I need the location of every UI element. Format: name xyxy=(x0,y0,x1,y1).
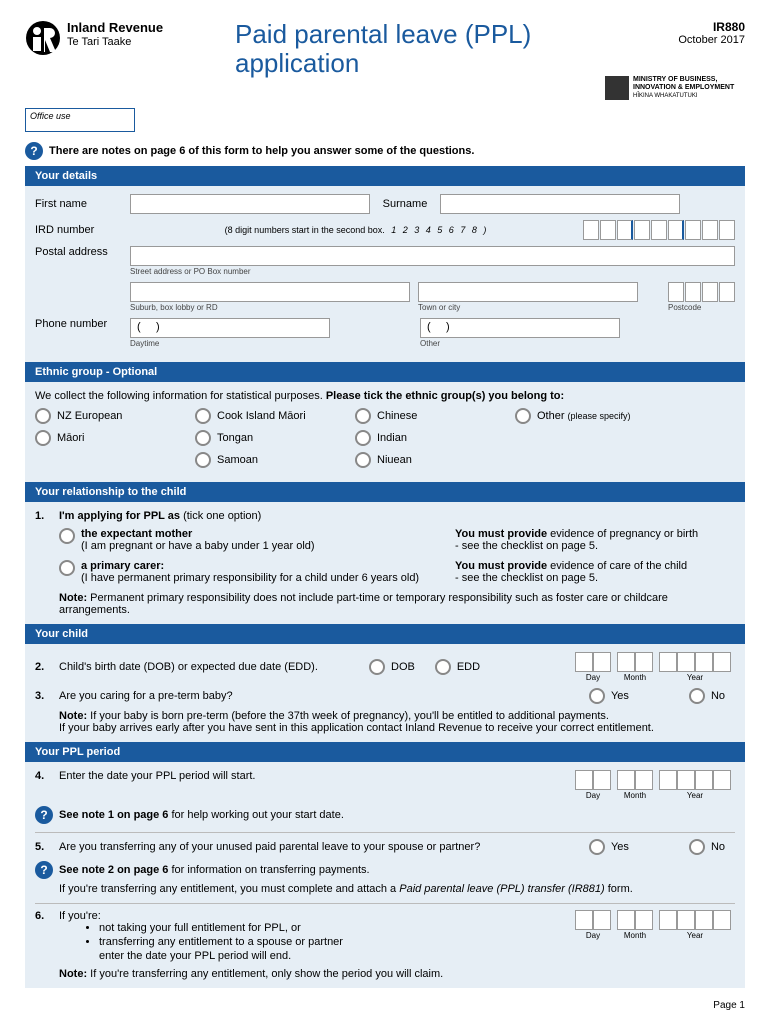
q4-date[interactable]: Day Month Year xyxy=(575,770,735,800)
q5-yes[interactable]: Yes xyxy=(589,839,629,855)
q3-yes[interactable]: Yes xyxy=(589,688,629,704)
postal-label: Postal address xyxy=(35,246,130,258)
radio-primary-carer[interactable] xyxy=(59,560,75,576)
radio-edd[interactable]: EDD xyxy=(435,659,480,675)
section-ethnic-header: Ethnic group - Optional xyxy=(25,362,745,382)
form-title: Paid parental leave (PPL) application xyxy=(235,20,605,77)
q3-no[interactable]: No xyxy=(689,688,725,704)
surname-input[interactable] xyxy=(440,194,680,214)
phone-label: Phone number xyxy=(35,318,130,330)
ir-logo-icon xyxy=(25,20,61,56)
section-your-details-header: Your details xyxy=(25,166,745,186)
section-ppl-header: Your PPL period xyxy=(25,742,745,762)
section-child-header: Your child xyxy=(25,624,745,644)
ethnic-chinese[interactable]: Chinese xyxy=(355,408,515,424)
title-block: Paid parental leave (PPL) application xyxy=(225,20,605,77)
street-input[interactable] xyxy=(130,246,735,266)
section-relationship: 1. I'm applying for PPL as (tick one opt… xyxy=(25,502,745,624)
ethnic-samoan[interactable]: Samoan xyxy=(195,452,355,468)
section-child: 2. Child's birth date (DOB) or expected … xyxy=(25,644,745,742)
q5-no[interactable]: No xyxy=(689,839,725,855)
ethnic-tongan[interactable]: Tongan xyxy=(195,430,355,446)
town-input[interactable] xyxy=(418,282,638,302)
ethnic-other[interactable]: Other(please specify) xyxy=(515,408,735,424)
ird-boxes[interactable] xyxy=(583,220,735,240)
crest-icon xyxy=(605,76,629,100)
org-maori: Te Tari Taake xyxy=(67,36,163,48)
ird-label: IRD number xyxy=(35,224,130,236)
question-icon: ? xyxy=(35,861,53,879)
first-name-input[interactable] xyxy=(130,194,370,214)
surname-label: Surname xyxy=(370,198,440,210)
section-ppl: 4. Enter the date your PPL period will s… xyxy=(25,762,745,988)
ethnic-nz-european[interactable]: NZ European xyxy=(35,408,195,424)
section-relationship-header: Your relationship to the child xyxy=(25,482,745,502)
postcode-input[interactable] xyxy=(668,282,735,302)
ethnic-niuean[interactable]: Niuean xyxy=(355,452,515,468)
ethnic-indian[interactable]: Indian xyxy=(355,430,515,446)
org-name: Inland Revenue xyxy=(67,20,163,36)
office-use-box[interactable]: Office use xyxy=(25,108,135,132)
ethnic-cook-island[interactable]: Cook Island Māori xyxy=(195,408,355,424)
header: Inland Revenue Te Tari Taake Paid parent… xyxy=(25,20,745,100)
ethnic-maori[interactable]: Māori xyxy=(35,430,195,446)
phone-daytime-input[interactable]: ( ) xyxy=(130,318,330,338)
mbie-block: MINISTRY OF BUSINESS, INNOVATION & EMPLO… xyxy=(605,76,745,100)
section-ethnic: We collect the following information for… xyxy=(25,382,745,482)
logo-block: Inland Revenue Te Tari Taake xyxy=(25,20,225,56)
q2-date[interactable]: Day Month Year xyxy=(575,652,735,682)
question-icon: ? xyxy=(25,142,43,160)
header-right: IR880 October 2017 MINISTRY OF BUSINESS,… xyxy=(605,20,745,100)
page-number: Page 1 xyxy=(25,1000,745,1011)
notes-line: ? There are notes on page 6 of this form… xyxy=(25,142,745,160)
first-name-label: First name xyxy=(35,198,130,210)
form-code: IR880 xyxy=(605,20,745,34)
radio-expectant-mother[interactable] xyxy=(59,528,75,544)
form-page: Inland Revenue Te Tari Taake Paid parent… xyxy=(0,0,770,1031)
radio-dob[interactable]: DOB xyxy=(369,659,415,675)
q6-date[interactable]: Day Month Year xyxy=(575,910,735,940)
form-date: October 2017 xyxy=(605,34,745,46)
section-your-details: First name Surname IRD number (8 digit n… xyxy=(25,186,745,362)
question-icon: ? xyxy=(35,806,53,824)
suburb-input[interactable] xyxy=(130,282,410,302)
phone-other-input[interactable]: ( ) xyxy=(420,318,620,338)
